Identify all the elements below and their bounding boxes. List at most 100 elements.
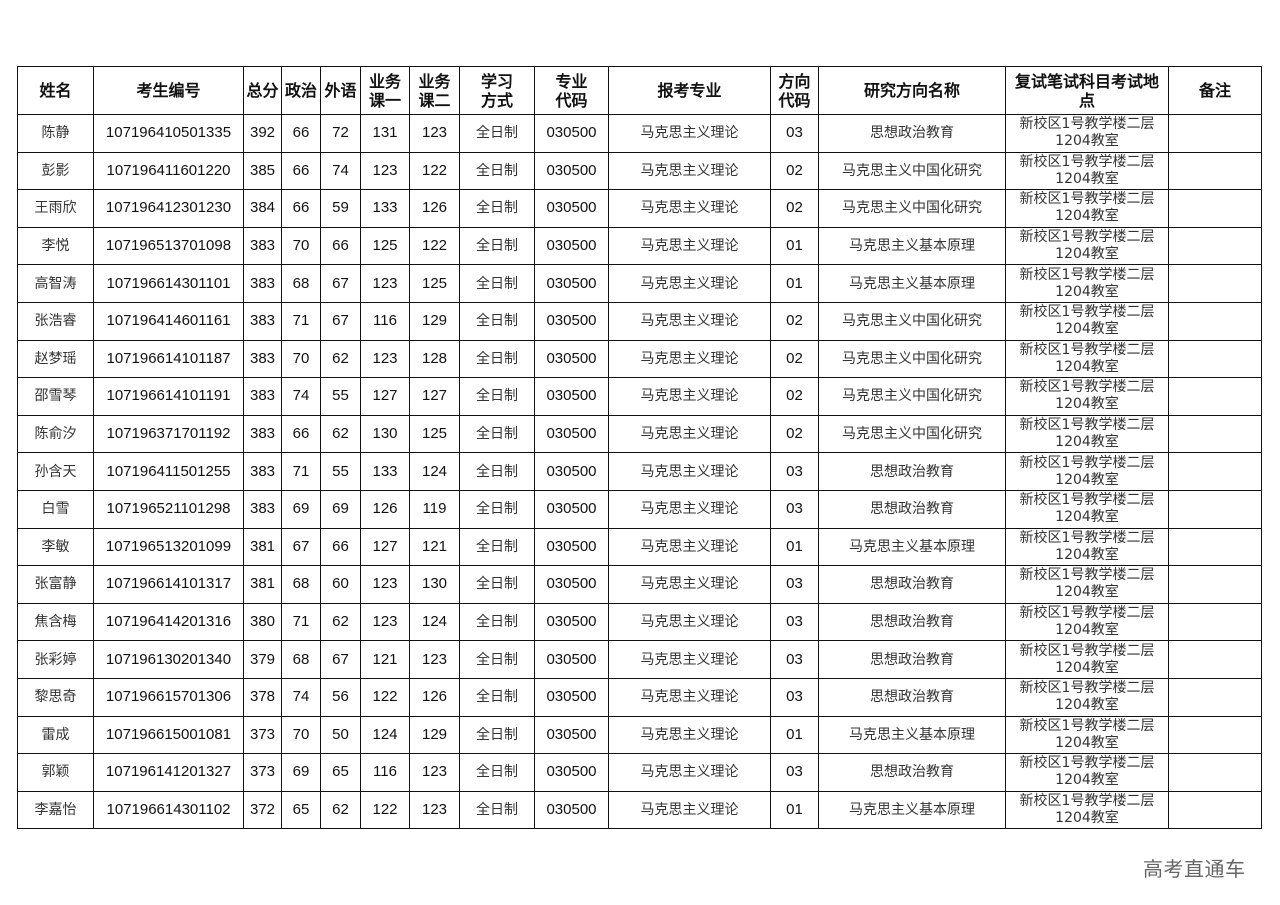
cell-direction-name: 马克思主义中国化研究 xyxy=(818,151,1006,191)
cell-name: 黎思奇 xyxy=(17,677,94,717)
cell-major: 马克思主义理论 xyxy=(608,414,771,454)
cell-total-score: 379 xyxy=(243,640,282,679)
cell-major: 马克思主义理论 xyxy=(608,790,771,830)
cell-politics: 66 xyxy=(281,189,321,228)
cell-major: 马克思主义理论 xyxy=(608,339,771,379)
header-label: 业务课一 xyxy=(368,71,401,110)
cell-candidate-id: 107196615701306 xyxy=(93,677,244,717)
cell-candidate-id: 107196414601161 xyxy=(93,301,244,341)
cell-major: 马克思主义理论 xyxy=(608,677,771,717)
cell-major-code: 030500 xyxy=(534,715,609,755)
cell-remarks xyxy=(1168,489,1262,529)
cell-foreign-language: 67 xyxy=(320,640,361,679)
cell-name: 李悦 xyxy=(17,226,94,266)
cell-remarks xyxy=(1168,715,1262,755)
cell-total-score: 381 xyxy=(243,565,282,604)
cell-major: 马克思主义理论 xyxy=(608,301,771,341)
cell-direction-code: 01 xyxy=(770,264,819,303)
cell-subject-2: 123 xyxy=(409,753,460,792)
cell-study-mode: 全日制 xyxy=(459,264,535,303)
header-politics: 政治 xyxy=(281,66,321,115)
cell-politics: 66 xyxy=(281,151,321,191)
cell-remarks xyxy=(1168,414,1262,454)
cell-subject-1: 133 xyxy=(360,189,410,228)
cell-politics: 68 xyxy=(281,565,321,604)
cell-study-mode: 全日制 xyxy=(459,377,535,416)
header-label: 备注 xyxy=(1198,81,1231,100)
cell-foreign-language: 74 xyxy=(320,151,361,191)
table-row: 李悦 107196513701098 383 70 66 125 122 全日制 030500 马… xyxy=(17,226,1262,266)
cell-total-score: 385 xyxy=(243,151,282,191)
cell-major: 马克思主义理论 xyxy=(608,189,771,228)
exam-location-text: 新校区1号教学楼二层1204教室 xyxy=(1019,792,1155,826)
header-exam-location: 复试笔试科目考试地点 xyxy=(1005,66,1169,115)
cell-subject-2: 129 xyxy=(409,301,460,341)
cell-direction-code: 03 xyxy=(770,452,819,491)
cell-direction-name: 思想政治教育 xyxy=(818,114,1006,153)
cell-subject-2: 126 xyxy=(409,677,460,717)
cell-name: 孙含天 xyxy=(17,452,94,491)
cell-major: 马克思主义理论 xyxy=(608,527,771,567)
cell-direction-name: 思想政治教育 xyxy=(818,452,1006,491)
cell-name: 陈俞汐 xyxy=(17,414,94,454)
cell-remarks xyxy=(1168,753,1262,792)
cell-subject-1: 123 xyxy=(360,339,410,379)
exam-location-text: 新校区1号教学楼二层1204教室 xyxy=(1019,116,1155,150)
cell-exam-location: 新校区1号教学楼二层1204教室 xyxy=(1005,640,1169,679)
cell-major-code: 030500 xyxy=(534,565,609,604)
cell-exam-location: 新校区1号教学楼二层1204教室 xyxy=(1005,189,1169,228)
cell-politics: 70 xyxy=(281,715,321,755)
cell-direction-name: 马克思主义中国化研究 xyxy=(818,414,1006,454)
cell-direction-code: 02 xyxy=(770,339,819,379)
cell-study-mode: 全日制 xyxy=(459,452,535,491)
table-row: 李敏 107196513201099 381 67 66 127 121 全日制 030500 马… xyxy=(17,527,1262,567)
exam-location-text: 新校区1号教学楼二层1204教室 xyxy=(1019,567,1155,601)
cell-name: 焦含梅 xyxy=(17,602,94,642)
cell-major: 马克思主义理论 xyxy=(608,489,771,529)
cell-subject-1: 131 xyxy=(360,114,410,153)
exam-location-text: 新校区1号教学楼二层1204教室 xyxy=(1019,642,1155,676)
cell-subject-1: 123 xyxy=(360,151,410,191)
cell-name: 邵雪琴 xyxy=(17,377,94,416)
cell-exam-location: 新校区1号教学楼二层1204教室 xyxy=(1005,489,1169,529)
header-label: 复试笔试科目考试地点 xyxy=(1014,71,1159,110)
cell-subject-1: 123 xyxy=(360,602,410,642)
table-row: 王雨欣 107196412301230 384 66 59 133 126 全日制 030500… xyxy=(17,189,1262,228)
cell-remarks xyxy=(1168,189,1262,228)
cell-politics: 69 xyxy=(281,753,321,792)
cell-exam-location: 新校区1号教学楼二层1204教室 xyxy=(1005,226,1169,266)
cell-major: 马克思主义理论 xyxy=(608,151,771,191)
cell-direction-name: 思想政治教育 xyxy=(818,640,1006,679)
cell-remarks xyxy=(1168,565,1262,604)
cell-subject-2: 129 xyxy=(409,715,460,755)
cell-remarks xyxy=(1168,377,1262,416)
table-row: 郭颖 107196141201327 373 69 65 116 123 全日制 030500 马… xyxy=(17,753,1262,792)
header-name: 姓名 xyxy=(17,66,94,115)
cell-subject-2: 126 xyxy=(409,189,460,228)
cell-exam-location: 新校区1号教学楼二层1204教室 xyxy=(1005,452,1169,491)
table-row: 黎思奇 107196615701306 378 74 56 122 126 全日制 030500… xyxy=(17,677,1262,717)
cell-direction-name: 马克思主义基本原理 xyxy=(818,226,1006,266)
cell-direction-code: 03 xyxy=(770,114,819,153)
cell-subject-2: 125 xyxy=(409,264,460,303)
cell-politics: 70 xyxy=(281,339,321,379)
cell-total-score: 380 xyxy=(243,602,282,642)
cell-major-code: 030500 xyxy=(534,377,609,416)
cell-direction-code: 03 xyxy=(770,489,819,529)
header-remarks: 备注 xyxy=(1168,66,1262,115)
cell-subject-2: 127 xyxy=(409,377,460,416)
cell-candidate-id: 107196614101191 xyxy=(93,377,244,416)
cell-major-code: 030500 xyxy=(534,489,609,529)
header-major: 报考专业 xyxy=(608,66,771,115)
table-row: 张富静 107196614101317 381 68 60 123 130 全日制 030500… xyxy=(17,565,1262,604)
cell-foreign-language: 67 xyxy=(320,301,361,341)
cell-direction-name: 思想政治教育 xyxy=(818,565,1006,604)
cell-subject-1: 122 xyxy=(360,677,410,717)
cell-major: 马克思主义理论 xyxy=(608,640,771,679)
cell-politics: 68 xyxy=(281,264,321,303)
cell-direction-name: 思想政治教育 xyxy=(818,602,1006,642)
cell-major-code: 030500 xyxy=(534,301,609,341)
header-label: 报考专业 xyxy=(657,81,722,100)
table-row: 陈俞汐 107196371701192 383 66 62 130 125 全日制 030500… xyxy=(17,414,1262,454)
cell-total-score: 383 xyxy=(243,301,282,341)
